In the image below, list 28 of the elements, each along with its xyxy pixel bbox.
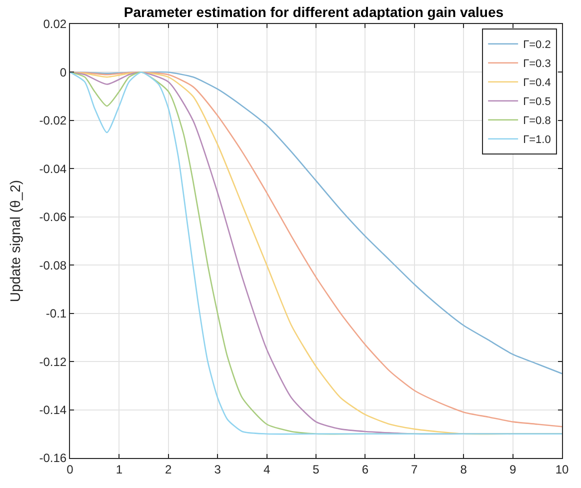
x-tick-label: 1 (116, 462, 123, 476)
y-tick-label: -0.04 (39, 162, 67, 176)
y-tick-label: -0.16 (39, 451, 67, 466)
chart-title: Parameter estimation for different adaptation gain values (124, 4, 504, 20)
x-tick-label: 5 (312, 462, 320, 476)
y-tick-label: 0.02 (43, 17, 67, 32)
y-tick-label: 0 (60, 65, 67, 80)
x-tick-label: 6 (362, 462, 369, 476)
x-tick-label: 8 (460, 462, 468, 476)
x-tick-label: 4 (263, 462, 270, 476)
legend-label: Γ=0.3 (523, 58, 551, 70)
legend-label: Γ=0.4 (523, 77, 551, 90)
legend-label: Γ=0.5 (523, 96, 551, 108)
legend-label: Γ=0.8 (523, 115, 551, 128)
x-tick-label: 10 (555, 462, 569, 476)
y-tick-label: -0.12 (39, 354, 67, 369)
y-axis-title: Update signal (θ_2) (6, 180, 23, 302)
y-tick-label: -0.14 (39, 402, 67, 417)
x-tick-label: 9 (509, 462, 516, 476)
y-tick-label: -0.02 (39, 114, 67, 128)
y-tick-label: -0.1 (46, 306, 67, 321)
legend-label: Γ=1.0 (523, 134, 551, 146)
x-tick-label: 2 (165, 462, 172, 476)
y-tick-label: -0.06 (39, 210, 67, 224)
x-tick-label: 3 (214, 462, 222, 476)
legend-label: Γ=0.2 (523, 39, 551, 52)
y-tick-label: -0.08 (39, 258, 67, 272)
x-tick-label: 7 (411, 462, 418, 476)
